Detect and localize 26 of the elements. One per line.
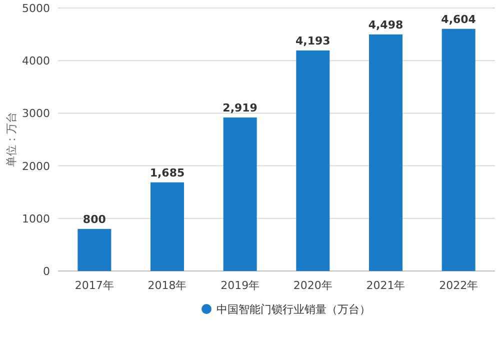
y-axis-title: 单位：万台 [5, 112, 18, 167]
text: 800 [82, 212, 106, 226]
x-tick-label: 2017年 [74, 279, 114, 292]
y-tick-label: 5000 [22, 2, 50, 15]
bar [223, 117, 257, 271]
text: 1,685 [150, 166, 185, 180]
legend-label: 中国智能门锁行业销量（万台） [216, 303, 370, 316]
x-tick-label: 2022年 [439, 279, 478, 292]
y-tick-label: 3000 [22, 107, 50, 120]
bar [296, 50, 330, 271]
x-tick-label: 2021年 [366, 279, 406, 292]
y-tick-label: 1000 [22, 212, 50, 226]
bar [442, 28, 476, 271]
bar [78, 228, 112, 271]
x-tick-label: 2019年 [220, 279, 260, 292]
text: 2,919 [222, 101, 258, 114]
x-tick-label: 2018年 [148, 279, 187, 292]
bar [150, 182, 184, 271]
y-tick-label: 4000 [22, 54, 50, 68]
y-tick-label: 0 [43, 265, 50, 278]
bar [369, 34, 402, 271]
y-tick-label: 2000 [22, 160, 50, 173]
text: 4,604 [441, 12, 476, 26]
text: 4,193 [296, 34, 330, 48]
text: 4,498 [368, 18, 404, 32]
x-tick-label: 2020年 [293, 279, 332, 292]
